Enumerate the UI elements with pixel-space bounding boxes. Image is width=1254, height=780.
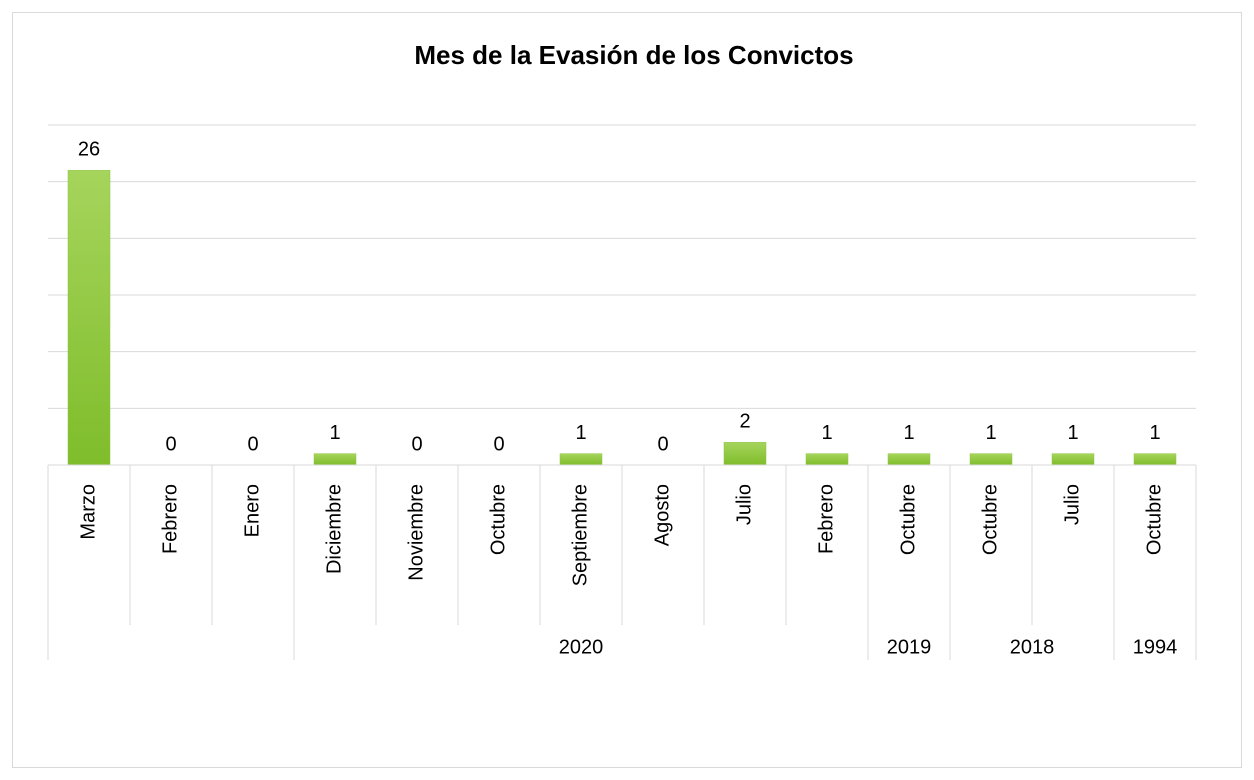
data-label: 1	[329, 422, 340, 444]
group-label: 2019	[887, 636, 932, 658]
data-label: 1	[1149, 422, 1160, 444]
bar	[805, 453, 849, 466]
x-tick-label: Enero	[241, 484, 263, 537]
bar	[1133, 453, 1177, 466]
x-tick-label: Julio	[1061, 484, 1083, 525]
bar	[887, 453, 931, 466]
x-tick-label: Febrero	[159, 484, 181, 554]
bar	[313, 453, 357, 466]
data-label: 26	[78, 139, 100, 161]
x-tick-label: Octubre	[897, 484, 919, 555]
x-tick-label: Diciembre	[323, 484, 345, 574]
data-label: 0	[247, 433, 258, 455]
data-label: 0	[411, 433, 422, 455]
bar	[969, 453, 1013, 466]
group-label: 2020	[559, 636, 604, 658]
data-label: 0	[657, 433, 668, 455]
x-tick-label: Octubre	[487, 484, 509, 555]
group-label: 2018	[1010, 636, 1055, 658]
data-label: 1	[1067, 422, 1078, 444]
data-label: 2	[739, 411, 750, 433]
data-label: 1	[821, 422, 832, 444]
bar	[1051, 453, 1095, 466]
x-tick-label: Octubre	[1143, 484, 1165, 555]
x-tick-label: Agosto	[651, 484, 673, 546]
x-tick-label: Septiembre	[569, 484, 591, 586]
data-label: 1	[903, 422, 914, 444]
x-tick-label: Noviembre	[405, 484, 427, 581]
data-label: 1	[575, 422, 586, 444]
chart-border	[12, 12, 1242, 768]
bar	[559, 453, 603, 466]
data-label: 0	[493, 433, 504, 455]
x-tick-label: Octubre	[979, 484, 1001, 555]
bar	[723, 442, 767, 466]
chart-title: Mes de la Evasión de los Convictos	[414, 40, 853, 70]
group-label: 1994	[1133, 636, 1178, 658]
data-label: 1	[985, 422, 996, 444]
x-tick-label: Febrero	[815, 484, 837, 554]
bar	[67, 170, 111, 466]
data-label: 0	[165, 433, 176, 455]
x-tick-label: Julio	[733, 484, 755, 525]
x-tick-label: Marzo	[77, 484, 99, 540]
